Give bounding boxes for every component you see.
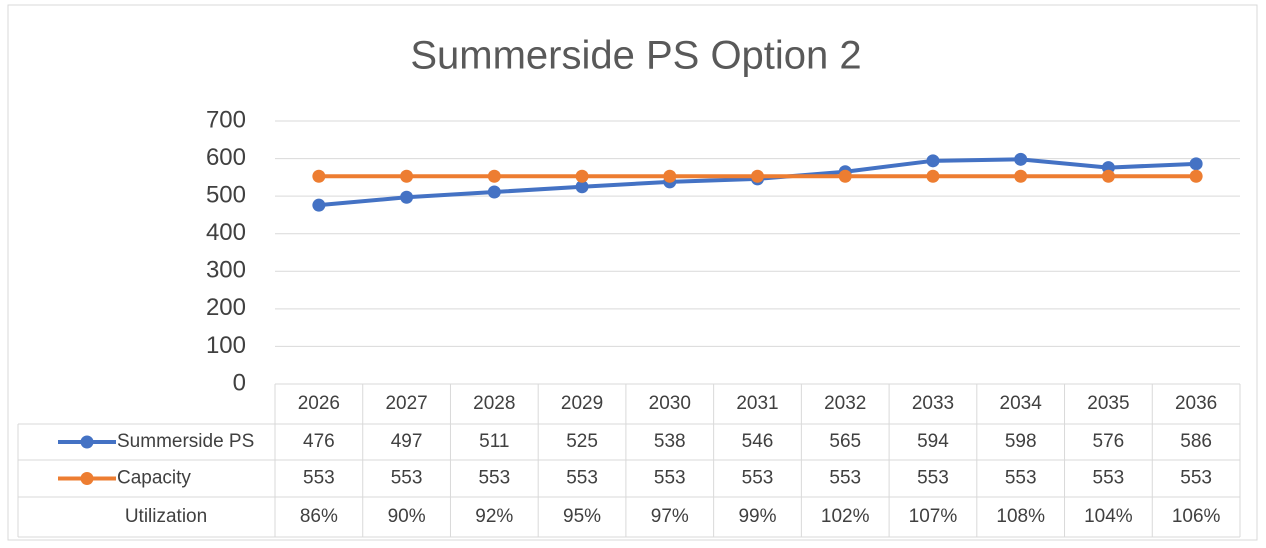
table-cell: 553 xyxy=(829,468,861,489)
table-cell: 108% xyxy=(996,506,1045,527)
table-cell: 476 xyxy=(303,431,335,452)
y-tick-label: 500 xyxy=(206,181,246,208)
x-tick-label: 2034 xyxy=(1000,393,1043,414)
table-cell: 576 xyxy=(1093,431,1125,452)
table-cell: 553 xyxy=(303,468,335,489)
data-point xyxy=(663,169,677,183)
y-tick-label: 0 xyxy=(233,369,246,396)
data-point xyxy=(1014,152,1028,166)
table-cell: 553 xyxy=(917,468,949,489)
table-cell: 553 xyxy=(391,468,423,489)
y-tick-label: 600 xyxy=(206,144,246,171)
x-tick-label: 2026 xyxy=(298,393,340,414)
x-tick-label: 2035 xyxy=(1087,393,1129,414)
table-cell: 106% xyxy=(1172,506,1221,527)
data-point xyxy=(400,190,414,204)
legend-label: Summerside PS xyxy=(117,431,254,452)
table-cell: 107% xyxy=(909,506,958,527)
legend-label: Capacity xyxy=(117,468,191,489)
y-tick-label: 300 xyxy=(206,257,246,284)
data-point xyxy=(575,169,589,183)
table-cell: 553 xyxy=(478,468,510,489)
chart-title: Summerside PS Option 2 xyxy=(410,34,861,78)
legend-marker xyxy=(80,435,94,449)
data-point xyxy=(926,169,940,183)
x-tick-label: 2029 xyxy=(561,393,603,414)
table-cell: 104% xyxy=(1084,506,1133,527)
data-point xyxy=(751,169,764,183)
x-tick-label: 2028 xyxy=(473,393,515,414)
x-tick-label: 2027 xyxy=(385,393,427,414)
table-cell: 553 xyxy=(1180,468,1212,489)
x-tick-label: 2030 xyxy=(649,393,691,414)
table-cell: 553 xyxy=(1005,468,1037,489)
table-cell: 99% xyxy=(738,506,776,527)
table-cell: 598 xyxy=(1005,431,1037,452)
data-point xyxy=(312,169,326,183)
x-tick-label: 2033 xyxy=(912,393,954,414)
data-point xyxy=(1189,169,1203,183)
data-point xyxy=(575,180,589,194)
x-tick-label: 2031 xyxy=(736,393,778,414)
table-cell: 586 xyxy=(1180,431,1212,452)
data-point xyxy=(487,185,501,199)
data-point xyxy=(1014,169,1028,183)
table-cell: 553 xyxy=(654,468,686,489)
table-cell: 553 xyxy=(742,468,774,489)
y-tick-label: 700 xyxy=(206,106,246,133)
chart-border xyxy=(7,4,1258,541)
data-point xyxy=(487,169,501,183)
data-point xyxy=(1101,169,1115,183)
table-cell: 565 xyxy=(829,431,861,452)
y-tick-label: 100 xyxy=(206,332,246,359)
table-cell: 538 xyxy=(654,431,686,452)
table-cell: 97% xyxy=(651,506,689,527)
y-tick-label: 200 xyxy=(206,294,246,321)
x-tick-label: 2032 xyxy=(824,393,866,414)
table-cell: 553 xyxy=(566,468,598,489)
x-tick-label: 2036 xyxy=(1175,393,1217,414)
table-cell: 90% xyxy=(388,506,426,527)
legend-marker xyxy=(80,472,94,485)
y-tick-label: 400 xyxy=(206,219,246,246)
table-cell: 92% xyxy=(475,506,513,527)
data-point xyxy=(838,169,852,183)
row-label: Utilization xyxy=(125,506,207,527)
table-cell: 95% xyxy=(563,506,601,527)
table-cell: 546 xyxy=(742,431,774,452)
data-point xyxy=(312,198,326,212)
table-cell: 497 xyxy=(391,431,423,452)
table-cell: 594 xyxy=(917,431,949,452)
table-cell: 102% xyxy=(821,506,870,527)
table-cell: 86% xyxy=(300,506,338,527)
data-point xyxy=(400,169,414,183)
table-cell: 525 xyxy=(566,431,598,452)
table-cell: 511 xyxy=(479,431,509,452)
table-cell: 553 xyxy=(1093,468,1125,489)
data-point xyxy=(1189,157,1203,171)
data-point xyxy=(926,154,940,168)
